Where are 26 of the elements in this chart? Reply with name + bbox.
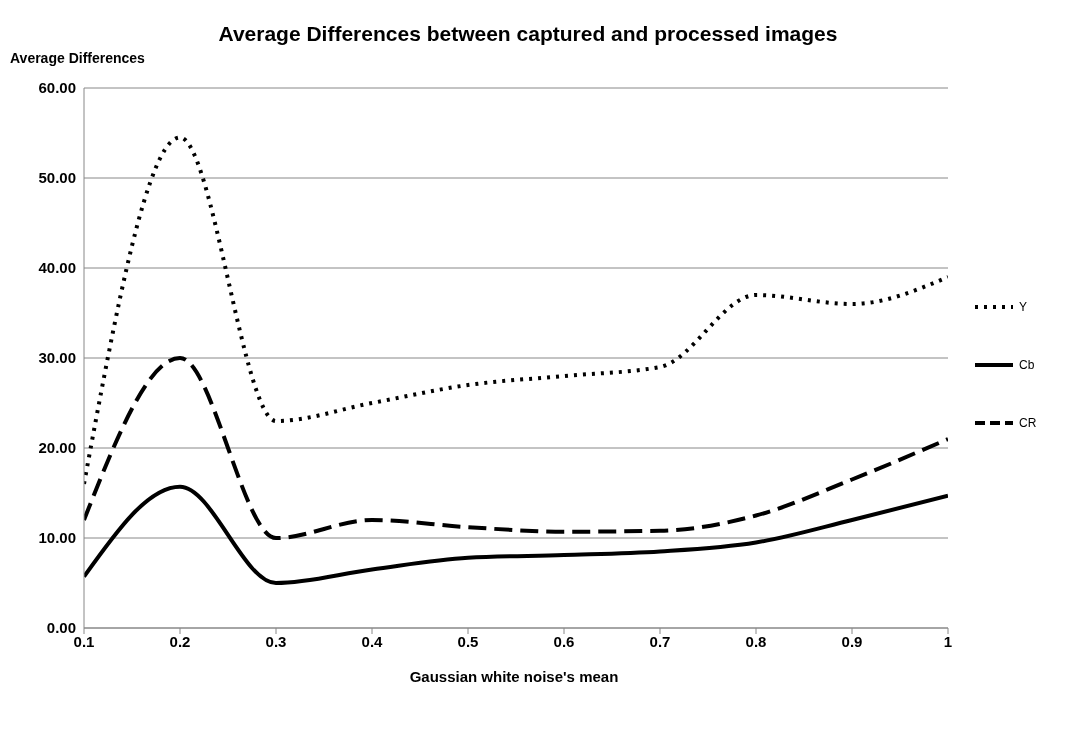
x-tick-label: 0.9: [841, 632, 863, 650]
y-tick-label: 0.00: [46, 619, 76, 637]
legend-label: CR: [1019, 416, 1037, 430]
line-series: [84, 135, 948, 486]
y-tick-label: 40.00: [38, 259, 76, 277]
x-tick-label: 0.2: [169, 632, 191, 650]
y-axis-title: Average Differences: [10, 50, 145, 66]
line-series: [84, 484, 948, 585]
legend-label: Cb: [1019, 358, 1035, 372]
legend-label: Y: [1019, 300, 1028, 314]
y-tick-label: 10.00: [38, 529, 76, 547]
y-tick-label: 20.00: [38, 439, 76, 457]
x-tick-label: 0.1: [73, 632, 95, 650]
x-axis-title: Gaussian white noise's mean: [408, 668, 620, 685]
y-tick-label: 60.00: [38, 79, 76, 97]
x-tick-label: 0.6: [553, 632, 575, 650]
x-tick-label: 0.3: [265, 632, 287, 650]
x-tick-label: 1: [943, 632, 953, 650]
x-tick-label: 0.8: [745, 632, 767, 650]
line-series: [84, 356, 948, 540]
x-tick-label: 0.4: [361, 632, 384, 650]
y-tick-label: 50.00: [38, 169, 76, 187]
x-tick-label: 0.5: [457, 632, 479, 650]
y-tick-label: 30.00: [38, 349, 76, 367]
chart-title: Average Differences between captured and processed images: [217, 22, 839, 46]
x-tick-label: 0.7: [649, 632, 671, 650]
